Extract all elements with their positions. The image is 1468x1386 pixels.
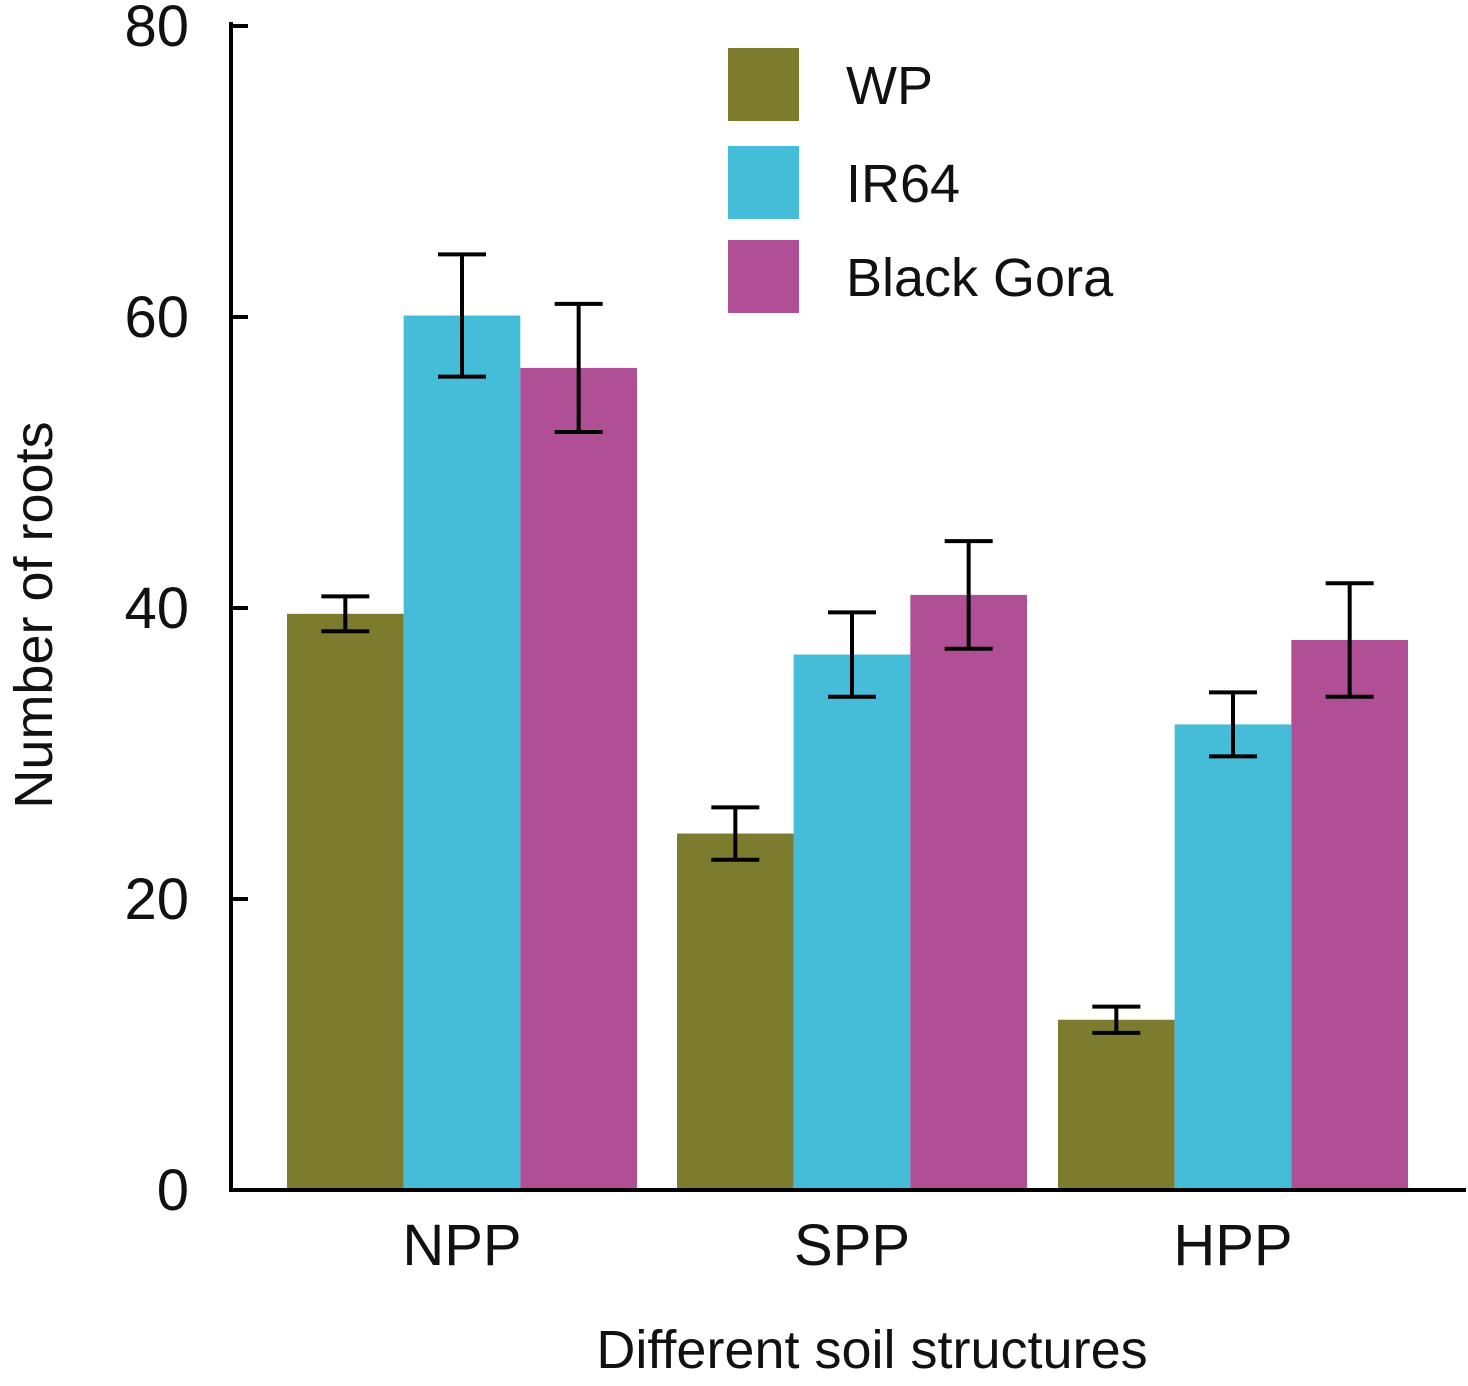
bar-black-gora-npp	[520, 367, 637, 1190]
y-tick-label: 80	[124, 0, 189, 59]
bar-black-gora-hpp	[1291, 640, 1408, 1190]
legend-label: Black Gora	[846, 248, 1114, 308]
legend: WP IR64 Black Gora	[728, 48, 1114, 313]
x-axis-title: Different soil structures	[596, 1320, 1147, 1380]
y-tick-label: 60	[124, 285, 189, 350]
y-tick-label: 40	[124, 576, 189, 641]
error-bars-layer	[321, 252, 1374, 1035]
y-tick-label: 20	[124, 867, 189, 932]
x-category-label: HPP	[1173, 1213, 1292, 1278]
legend-swatch	[728, 48, 799, 121]
legend-label: IR64	[846, 154, 960, 214]
error-bar	[828, 610, 876, 699]
error-bar	[438, 252, 486, 379]
bar-ir64-npp	[403, 315, 521, 1190]
bar-ir64-spp	[793, 654, 911, 1190]
error-bar	[1092, 1004, 1141, 1035]
error-bar	[1325, 581, 1374, 699]
error-bar	[711, 805, 760, 862]
x-category-label: NPP	[402, 1213, 521, 1278]
x-category-label: SPP	[794, 1213, 910, 1278]
bar-wp-npp	[287, 613, 404, 1190]
y-tick-label: 0	[157, 1158, 189, 1223]
bars-layer	[287, 315, 1408, 1190]
y-axis-title: Number of roots	[4, 421, 64, 808]
legend-swatch	[728, 240, 799, 313]
bar-wp-spp	[677, 833, 794, 1190]
bar-black-gora-spp	[910, 594, 1027, 1190]
legend-swatch	[728, 146, 799, 219]
error-bar	[1209, 690, 1257, 759]
x-labels-layer: NPP SPP HPP	[402, 1213, 1292, 1278]
bar-wp-hpp	[1058, 1019, 1175, 1190]
legend-label: WP	[846, 56, 933, 116]
error-bar	[321, 594, 370, 634]
bar-ir64-hpp	[1174, 724, 1292, 1190]
error-bar	[554, 301, 603, 434]
y-ticks-layer: 0 20 40 60 80	[124, 0, 248, 1223]
error-bar	[944, 539, 993, 651]
